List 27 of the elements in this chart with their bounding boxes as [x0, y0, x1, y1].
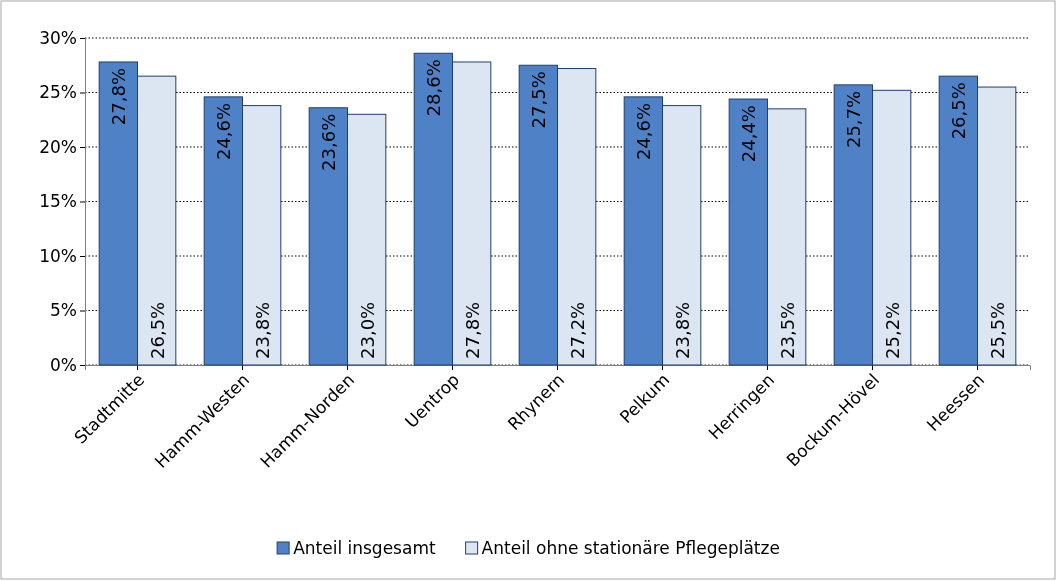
y-tick-label: 30%	[39, 27, 77, 48]
y-tick-label: 25%	[39, 82, 77, 103]
data-label: 23,8%	[671, 301, 693, 359]
y-tick-label: 20%	[39, 136, 77, 157]
data-label: 27,2%	[566, 301, 588, 359]
data-label: 23,5%	[776, 301, 798, 359]
data-label: 24,4%	[738, 105, 760, 163]
data-label: 23,6%	[318, 113, 340, 171]
data-label: 23,8%	[251, 301, 273, 359]
data-label: 25,2%	[881, 301, 903, 359]
y-tick-label: 15%	[39, 191, 77, 212]
legend-label: Anteil insgesamt	[293, 538, 436, 558]
data-label: 27,8%	[461, 301, 483, 359]
data-label: 27,5%	[528, 71, 550, 129]
data-label: 28,6%	[423, 59, 445, 117]
data-label: 24,6%	[213, 102, 235, 161]
data-label: 25,5%	[986, 301, 1008, 359]
y-tick-label: 0%	[50, 354, 77, 375]
data-label: 25,7%	[843, 90, 865, 149]
y-tick-label: 5%	[50, 300, 77, 321]
data-label: 27,8%	[108, 67, 130, 126]
data-label: 26,5%	[948, 82, 970, 140]
data-label: 26,5%	[146, 301, 168, 359]
legend-label: Anteil ohne stationäre Pflegeplätze	[481, 538, 780, 558]
data-label: 24,6%	[633, 102, 655, 161]
data-label: 23,0%	[356, 301, 378, 359]
y-tick-label: 10%	[39, 245, 77, 266]
